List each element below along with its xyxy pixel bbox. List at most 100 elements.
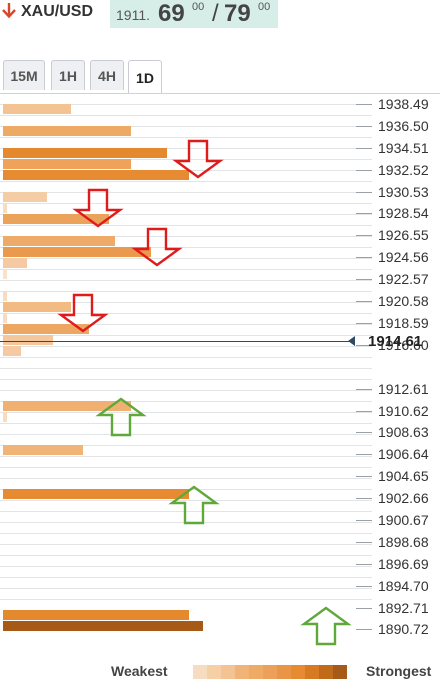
price-level-label: 1922.57: [378, 271, 429, 287]
down-arrow-icon: [131, 227, 183, 267]
price-tick: [356, 301, 372, 302]
grid-line: [0, 368, 372, 369]
tab-1h[interactable]: 1H: [51, 60, 85, 90]
legend-swatch: [305, 665, 319, 679]
grid-line: [0, 148, 372, 149]
legend-swatch: [291, 665, 305, 679]
grid-line: [0, 379, 372, 380]
confluence-bar: [3, 346, 21, 356]
confluence-bar: [3, 269, 7, 279]
price-level-label: 1928.54: [378, 205, 429, 221]
legend-swatch: [193, 665, 207, 679]
grid-line: [0, 280, 372, 281]
grid-line: [0, 566, 372, 567]
price-level-label: 1892.71: [378, 600, 429, 616]
price-tick: [356, 279, 372, 280]
grid-line: [0, 423, 372, 424]
confluence-bar: [3, 313, 7, 323]
grid-line: [0, 555, 372, 556]
confluence-bar: [3, 445, 83, 455]
price-tick: [356, 411, 372, 412]
grid-line: [0, 126, 372, 127]
confluence-bar: [3, 148, 167, 158]
current-price-label: 1914.61: [368, 333, 423, 350]
price-level-label: 1938.49: [378, 96, 429, 112]
confluence-bar: [3, 412, 7, 422]
confluence-bar: [3, 126, 131, 136]
legend-swatch: [221, 665, 235, 679]
grid-line: [0, 225, 372, 226]
confluence-bar: [3, 104, 71, 114]
grid-line: [0, 434, 372, 435]
grid-line: [0, 247, 372, 248]
tab-4h[interactable]: 4H: [90, 60, 124, 90]
price-level-label: 1930.53: [378, 184, 429, 200]
price-tick: [356, 432, 372, 433]
grid-line: [0, 412, 372, 413]
grid-line: [0, 456, 372, 457]
price-level-label: 1894.70: [378, 578, 429, 594]
price-tick: [356, 608, 372, 609]
confluence-bar: [3, 170, 189, 180]
grid-line: [0, 104, 372, 105]
grid-line: [0, 577, 372, 578]
legend-swatch: [249, 665, 263, 679]
price-tick: [356, 104, 372, 105]
current-price-line: [0, 341, 352, 342]
tab-15m[interactable]: 15M: [3, 60, 45, 90]
price-tick: [356, 389, 372, 390]
tabs-divider: [0, 93, 440, 94]
confluence-bar: [3, 247, 151, 257]
price-tick: [356, 213, 372, 214]
confluence-bar: [3, 335, 53, 345]
price-level-label: 1924.56: [378, 249, 429, 265]
price-tick: [356, 454, 372, 455]
price-level-label: 1908.63: [378, 424, 429, 440]
confluence-bar: [3, 214, 109, 224]
confluence-bar: [3, 159, 131, 169]
grid-line: [0, 390, 372, 391]
price-tick: [356, 235, 372, 236]
confluence-bar: [3, 324, 89, 334]
price-tick: [356, 148, 372, 149]
grid-line: [0, 335, 372, 336]
price-level-label: 1900.67: [378, 512, 429, 528]
grid-line: [0, 599, 372, 600]
price-level-label: 1916.60: [378, 337, 429, 353]
up-arrow-icon: [95, 397, 147, 437]
price-level-label: 1932.52: [378, 162, 429, 178]
price-level-label: 1896.69: [378, 556, 429, 572]
confluence-bar: [3, 258, 27, 268]
confluence-bar: [3, 192, 47, 202]
price-level-label: 1918.59: [378, 315, 429, 331]
grid-line: [0, 445, 372, 446]
grid-line: [0, 346, 372, 347]
grid-line: [0, 478, 372, 479]
price-tick: [356, 170, 372, 171]
tab-1d[interactable]: 1D: [128, 60, 162, 94]
price-tick: [356, 257, 372, 258]
symbol-label: XAU/USD: [21, 3, 94, 20]
legend-swatch: [319, 665, 333, 679]
down-arrow-icon: [57, 293, 109, 333]
price-tick: [356, 629, 372, 630]
grid-line: [0, 137, 372, 138]
quote-prefix: 1911.: [116, 7, 150, 23]
down-arrow-icon: [72, 188, 124, 228]
price-level-label: 1890.72: [378, 621, 429, 637]
confluence-bar: [3, 401, 131, 411]
price-tick: [356, 542, 372, 543]
grid-line: [0, 214, 372, 215]
current-price-marker: [348, 336, 355, 346]
price-tick: [356, 498, 372, 499]
price-level-label: 1902.66: [378, 490, 429, 506]
price-level-label: 1934.51: [378, 140, 429, 156]
price-level-label: 1904.65: [378, 468, 429, 484]
confluence-bar: [3, 291, 7, 301]
price-level-label: 1906.64: [378, 446, 429, 462]
price-tick: [356, 126, 372, 127]
legend-strongest-label: Strongest: [366, 663, 432, 679]
grid-line: [0, 533, 372, 534]
up-arrow-icon: [168, 485, 220, 525]
legend-swatch: [333, 665, 347, 679]
